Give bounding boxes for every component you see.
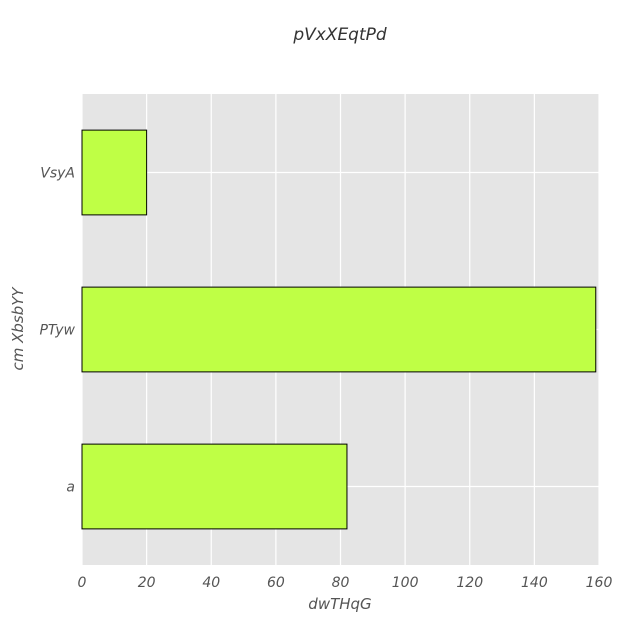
y-tick-label-VsyA: VsyA xyxy=(40,166,75,182)
bar-PTyw xyxy=(81,286,597,373)
x-tick-label-1: 20 xyxy=(138,575,156,591)
y-axis-label: cm XbsbYY xyxy=(9,286,27,371)
x-axis-label: dwTHqG xyxy=(308,595,371,613)
y-tick-label-PTyw: PTyw xyxy=(39,323,75,339)
y-tick-labels: a PTyw VsyA xyxy=(39,166,75,496)
bars xyxy=(81,129,597,530)
x-tick-label-0: 0 xyxy=(78,575,87,591)
x-tick-label-8: 160 xyxy=(586,575,613,591)
x-tick-label-3: 60 xyxy=(267,575,285,591)
x-tick-labels: 0 20 40 60 80 100 120 140 160 xyxy=(78,575,613,591)
x-tick-label-2: 40 xyxy=(202,575,220,591)
x-tick-label-7: 140 xyxy=(521,575,548,591)
chart-title: pVxXEqtPd xyxy=(292,25,387,45)
x-tick-label-4: 80 xyxy=(332,575,350,591)
x-tick-label-5: 100 xyxy=(392,575,419,591)
bar-a xyxy=(81,443,348,530)
bar-VsyA xyxy=(81,129,148,216)
x-tick-label-6: 120 xyxy=(456,575,483,591)
y-tick-label-a: a xyxy=(66,480,75,496)
